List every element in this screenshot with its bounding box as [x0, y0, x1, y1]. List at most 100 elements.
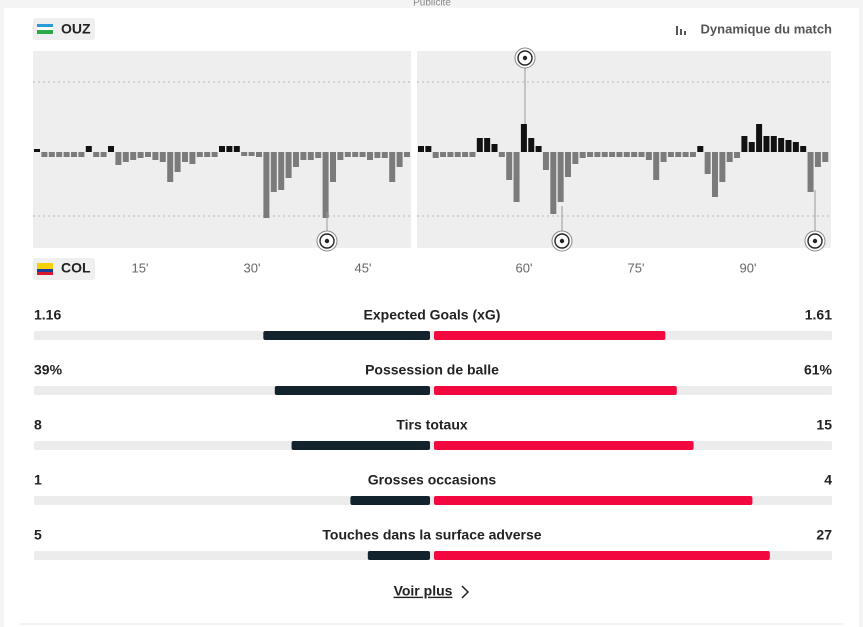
momentum-bar: [233, 146, 240, 152]
momentum-bar: [48, 152, 55, 157]
momentum-bar: [307, 152, 314, 160]
momentum-bar: [528, 138, 535, 152]
goal-icon-patch: [522, 55, 528, 61]
momentum-bar: [100, 152, 107, 157]
momentum-bar: [616, 152, 623, 157]
momentum-bar: [484, 138, 491, 152]
momentum-bar: [506, 152, 513, 180]
momentum-bar: [689, 152, 696, 157]
momentum-bar: [704, 152, 711, 174]
momentum-bar: [211, 152, 218, 157]
momentum-bar: [367, 152, 373, 160]
momentum-bar: [71, 152, 77, 157]
momentum-bar: [734, 152, 741, 158]
x-axis-label: 15': [132, 260, 149, 275]
momentum-bar: [623, 152, 630, 157]
momentum-bar: [638, 152, 645, 157]
momentum-bar: [763, 136, 770, 152]
stat-home-value: 1: [34, 472, 42, 488]
momentum-bar: [440, 152, 447, 157]
momentum-bar: [712, 152, 718, 197]
momentum-bar: [653, 152, 660, 180]
momentum-bar: [182, 152, 188, 162]
momentum-bar: [78, 152, 85, 157]
x-axis-label: 45': [355, 260, 372, 275]
stat-label: Expected Goals (xG): [364, 307, 501, 323]
momentum-bar: [219, 146, 225, 152]
reference-lines: [33, 81, 831, 217]
momentum-bar: [278, 152, 285, 190]
stat-label: Touches dans la surface adverse: [322, 527, 541, 543]
momentum-bar: [137, 152, 144, 158]
stat-away-value: 15: [816, 417, 832, 433]
stat-track: [34, 441, 832, 450]
momentum-bar: [513, 152, 520, 202]
momentum-bar: [601, 152, 608, 157]
momentum-bar: [396, 152, 403, 167]
momentum-bar: [631, 152, 638, 157]
stat-home-bar: [350, 496, 430, 505]
momentum-bar: [85, 146, 92, 152]
stat-home-value: 39%: [34, 362, 63, 378]
momentum-bar: [682, 152, 689, 157]
stat-track: [34, 386, 832, 395]
momentum-bar: [756, 124, 763, 152]
x-axis-label: 90': [740, 260, 757, 275]
goal-markers: [316, 47, 826, 252]
momentum-bar: [359, 152, 366, 157]
chevron[interactable]: [461, 585, 470, 599]
momentum-bar: [263, 152, 270, 218]
momentum-bar: [491, 144, 498, 152]
momentum-bar: [381, 152, 388, 158]
momentum-bars: [34, 124, 829, 218]
stat-home-bar: [274, 386, 430, 395]
momentum-bar: [152, 152, 159, 160]
stat-away-bar: [434, 331, 666, 340]
stat-label: Grosses occasions: [368, 472, 497, 488]
x-axis-label: 60': [516, 260, 533, 275]
momentum-bar: [56, 152, 63, 157]
home-badge: [33, 18, 95, 40]
momentum-bar: [498, 152, 505, 157]
momentum-bar: [167, 152, 174, 182]
momentum-bar: [462, 152, 469, 157]
momentum-bar: [256, 152, 262, 157]
stat-away-bar: [434, 441, 694, 450]
momentum-bar: [63, 152, 70, 157]
momentum-bar: [542, 152, 549, 170]
stat-away-bar: [434, 386, 677, 395]
momentum-bar: [337, 152, 344, 160]
momentum-bar: [115, 152, 122, 165]
momentum-bar: [476, 138, 483, 152]
stats: 1.16 Expected Goals (xG) 1.61 39% Possession…: [34, 307, 833, 560]
more-link[interactable]: Voir plus: [394, 583, 470, 599]
goal-icon-patch: [812, 238, 818, 244]
momentum-bar: [587, 152, 594, 157]
stat-home-value: 8: [34, 417, 42, 433]
momentum-bar: [565, 152, 571, 177]
stat-home-bar: [367, 551, 430, 560]
away-flag: [37, 263, 53, 275]
momentum-bar: [41, 152, 48, 157]
stat-home-value: 5: [34, 527, 42, 543]
momentum-bar: [800, 146, 807, 152]
momentum-bar: [807, 152, 814, 192]
momentum-bar: [675, 152, 682, 157]
goal-icon-patch: [324, 238, 330, 244]
momentum-bar: [315, 152, 322, 158]
stat-away-value: 1.61: [805, 307, 832, 323]
x-axis-label: 30': [244, 260, 261, 275]
more-link-text[interactable]: Voir plus: [394, 583, 453, 599]
goal-icon-inner: [319, 233, 335, 249]
momentum-bar: [579, 152, 586, 158]
momentum-bar: [425, 146, 432, 152]
momentum-bar: [770, 136, 777, 152]
home-flag: [37, 24, 53, 34]
momentum-bar: [454, 152, 461, 157]
momentum-bar: [822, 152, 829, 162]
momentum-bar: [778, 138, 785, 152]
stat-away-value: 61%: [804, 362, 833, 378]
momentum-bar: [418, 146, 424, 152]
momentum-bar: [108, 146, 114, 152]
